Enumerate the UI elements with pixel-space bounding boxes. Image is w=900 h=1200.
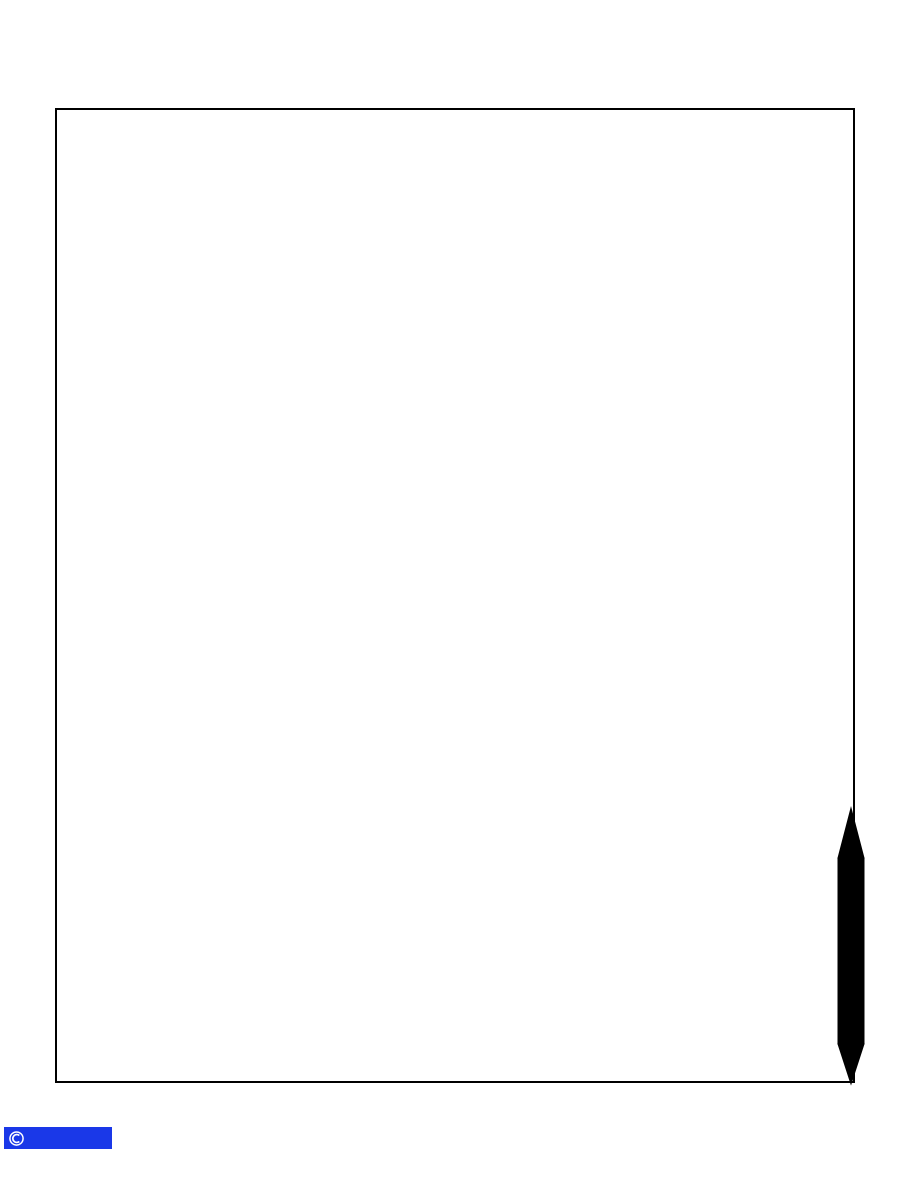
colorbar bbox=[836, 806, 900, 1086]
colorbar-gradient bbox=[837, 806, 865, 1086]
turbulence-raster bbox=[57, 110, 853, 1081]
weaclim-logo[interactable] bbox=[4, 1127, 112, 1149]
circle-c-icon bbox=[9, 1130, 24, 1146]
forecast-map[interactable] bbox=[55, 108, 855, 1083]
